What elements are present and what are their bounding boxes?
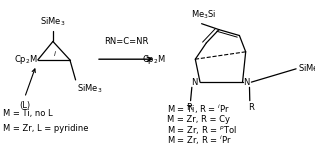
Text: i: i [54, 51, 56, 57]
Text: N: N [243, 78, 249, 87]
Text: M = Zr, R = $^p$Tol: M = Zr, R = $^p$Tol [167, 124, 237, 136]
Text: SiMe$_3$: SiMe$_3$ [298, 63, 315, 75]
Text: M = Zr, R = Cy: M = Zr, R = Cy [167, 115, 230, 124]
Text: (L): (L) [19, 101, 30, 110]
Text: M = Zr, L = pyridine: M = Zr, L = pyridine [3, 124, 89, 132]
Text: M = Ti, no L: M = Ti, no L [3, 110, 53, 118]
Text: Cp$_2$M: Cp$_2$M [14, 53, 38, 66]
Text: SiMe$_3$: SiMe$_3$ [40, 15, 66, 28]
Text: Me$_3$Si: Me$_3$Si [191, 9, 216, 21]
Text: N: N [191, 78, 198, 87]
Text: M = Zr, R = $^i$Pr: M = Zr, R = $^i$Pr [167, 134, 232, 147]
Text: SiMe$_3$: SiMe$_3$ [77, 83, 103, 95]
Text: Cp$_2$M: Cp$_2$M [142, 53, 165, 66]
Text: RN=C=NR: RN=C=NR [104, 37, 148, 46]
Text: M = Ti, R = $^i$Pr: M = Ti, R = $^i$Pr [167, 103, 230, 116]
Text: R: R [186, 103, 192, 112]
Text: R: R [249, 103, 254, 112]
